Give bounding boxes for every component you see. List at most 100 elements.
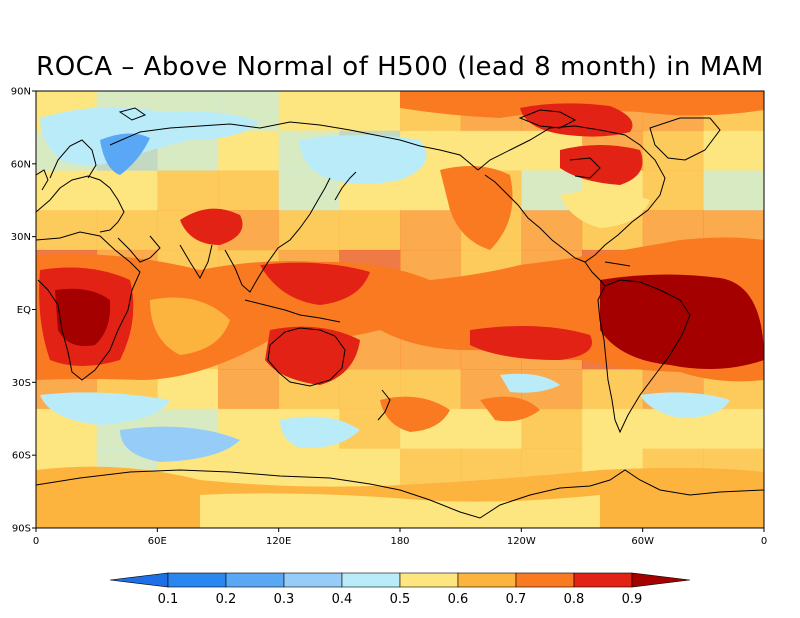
map-title: ROCA – Above Normal of H500 (lead 8 mont…: [36, 52, 764, 82]
colorbar-label: 0.1: [158, 592, 179, 607]
colorbar-min-arrow: [109, 572, 169, 588]
field-cell: [96, 210, 158, 251]
antarctic-yellow: [200, 493, 600, 528]
colorbar-swatch: [515, 572, 575, 588]
colorbar-label: 0.7: [506, 592, 527, 607]
colorbar-label: 0.8: [564, 592, 585, 607]
asia-red: [180, 208, 243, 245]
africa-darkest: [55, 288, 111, 346]
colorbar-label: 0.5: [390, 592, 411, 607]
longitude-ticks: 0 60E 120E 180 120W 60W 0: [33, 528, 767, 547]
colorbar-swatch: [225, 572, 285, 588]
south-america-dark-red: [600, 274, 764, 369]
colorbar-swatch: [573, 572, 633, 588]
contour-features: [36, 91, 764, 528]
colorbar-label: 0.3: [274, 592, 295, 607]
arctic-islands: [518, 109, 577, 129]
lon-tick-label: 120W: [507, 536, 536, 547]
arctic-red-patch: [520, 103, 633, 137]
central-america-coast: [584, 261, 606, 287]
europe-coast: [36, 175, 125, 233]
field-cell: [278, 448, 340, 489]
lon-tick-label: 60E: [148, 536, 167, 547]
lon-tick-label: 60W: [631, 536, 654, 547]
south-america-coast: [597, 279, 691, 434]
eurasia-blue: [40, 107, 260, 165]
colorbar-swatch: [399, 572, 459, 588]
latitude-ticks: 90N 60N 30N EQ 30S 60S 90S: [11, 87, 36, 535]
southern-orange-2: [480, 396, 540, 422]
colorbar: 0.1 0.2 0.3 0.4 0.5 0.6 0.7 0.8 0.9: [109, 572, 691, 607]
southern-blue-2: [120, 426, 240, 462]
antarctica-coast: [36, 469, 764, 519]
colorbar-label: 0.4: [332, 592, 353, 607]
field-cell: [278, 91, 340, 132]
lat-tick-label: EQ: [17, 305, 31, 316]
australia-coast: [267, 327, 346, 387]
field-cell: [218, 170, 280, 211]
field-cell: [521, 408, 583, 450]
hudson-bay-coast: [569, 157, 601, 179]
colorbar-label: 0.6: [448, 592, 469, 607]
north-america-yellow: [560, 191, 650, 228]
japan-coast: [334, 171, 357, 201]
africa-coast: [36, 231, 141, 381]
siberia-blue: [299, 135, 427, 184]
field-cell: [521, 210, 583, 251]
pacific-orange: [440, 166, 513, 250]
colorbar-label: 0.9: [622, 592, 643, 607]
colorbar-swatch: [457, 572, 517, 588]
lat-tick-label: 60S: [12, 451, 31, 462]
southern-blue-5: [640, 392, 730, 418]
field-cell: [400, 448, 462, 489]
field-cell: [400, 210, 462, 251]
field-cell: [339, 210, 401, 251]
lon-tick-label: 0: [761, 536, 767, 547]
southern-blue-3: [280, 416, 360, 449]
lat-tick-label: 90N: [11, 87, 31, 98]
colorbar-swatch: [283, 572, 343, 588]
field-cell: [582, 408, 644, 450]
coastlines: [36, 107, 764, 519]
indonesia-coast: [244, 299, 341, 323]
asia-north-coast: [109, 121, 479, 171]
indo-pacific-red: [260, 262, 370, 305]
lat-tick-label: 30N: [11, 232, 31, 243]
field-cell: [703, 130, 764, 171]
southern-blue-1: [40, 392, 170, 425]
indian-ocean-yellow: [150, 297, 230, 355]
field-cell: [278, 210, 340, 251]
lon-tick-label: 120E: [266, 536, 291, 547]
field-cell: [96, 170, 158, 211]
southern-orange: [380, 396, 450, 432]
field-cell: [36, 170, 98, 211]
svalbard-islands: [118, 107, 147, 121]
lon-tick-label: 180: [390, 536, 409, 547]
field-cell: [339, 448, 401, 489]
colorbar-label: 0.2: [216, 592, 237, 607]
arabia-coast: [117, 235, 161, 263]
new-zealand-coast: [377, 389, 391, 421]
field-cell: [703, 408, 764, 450]
lat-tick-label: 60N: [11, 159, 31, 170]
greenland-red: [560, 145, 643, 185]
field-cell: [339, 91, 401, 132]
lon-tick-label: 0: [33, 536, 39, 547]
field-cell: [218, 369, 280, 410]
southern-blue-4: [500, 373, 560, 393]
field-cell: [36, 210, 98, 251]
pacific-red: [470, 326, 592, 360]
australia-red: [265, 326, 360, 385]
uk-coast: [36, 169, 49, 191]
colorbar-max-arrow: [631, 572, 691, 588]
caribbean-islands: [604, 261, 631, 267]
field-cell: [642, 130, 704, 171]
lat-tick-label: 90S: [12, 524, 31, 535]
field-cell: [218, 448, 280, 489]
colorbar-swatch: [167, 572, 227, 588]
field-cell: [218, 130, 280, 171]
field-cell: [460, 130, 522, 171]
colorbar-swatch: [341, 572, 401, 588]
lat-tick-label: 30S: [12, 378, 31, 389]
